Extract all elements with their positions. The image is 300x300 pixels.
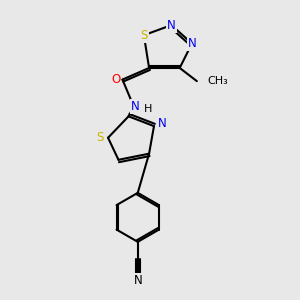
Text: N: N [158, 117, 167, 130]
Text: N: N [167, 19, 176, 32]
Text: H: H [144, 104, 152, 114]
Text: N: N [131, 100, 140, 113]
Text: O: O [111, 73, 120, 86]
Text: N: N [188, 37, 196, 50]
Text: S: S [140, 29, 148, 42]
Text: N: N [134, 274, 142, 287]
Text: CH₃: CH₃ [208, 76, 228, 86]
Text: S: S [96, 131, 103, 144]
